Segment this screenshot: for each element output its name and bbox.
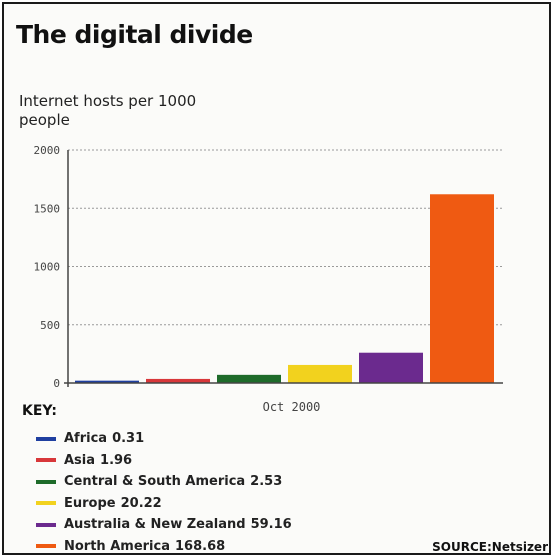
legend-item: Europe 20.22 — [36, 493, 292, 515]
source-credit: SOURCE:Netsizer — [432, 540, 548, 554]
gridlines — [68, 149, 503, 326]
legend-value: 59.16 — [250, 517, 292, 533]
legend-value: 20.22 — [120, 495, 162, 511]
legend-value: 1.96 — [100, 452, 133, 468]
bar-north-america — [430, 194, 494, 383]
legend-swatch — [36, 479, 56, 484]
y-tick-label: 0 — [53, 377, 60, 390]
legend-swatch — [36, 522, 56, 527]
y-axis-label: Internet hosts per 1000 people — [19, 92, 197, 129]
legend: Africa 0.31 Asia 1.96 Central & South Americ… — [36, 428, 292, 557]
bar-africa — [75, 380, 139, 383]
legend-swatch — [36, 436, 56, 441]
legend-label: Europe — [64, 495, 116, 511]
bars — [75, 194, 494, 383]
bar-central-south-america — [217, 374, 281, 383]
legend-label: Africa — [64, 431, 108, 447]
legend-item: Australia & New Zealand 59.16 — [36, 514, 292, 536]
legend-value: 2.53 — [250, 474, 283, 490]
bar-asia — [146, 378, 210, 383]
bar-europe — [288, 364, 352, 383]
chart-title: The digital divide — [16, 20, 253, 49]
legend-label: Central & South America — [64, 474, 246, 490]
legend-item: Africa 0.31 — [36, 428, 292, 450]
legend-swatch — [36, 501, 56, 506]
y-tick-label: 2000 — [34, 144, 61, 157]
legend-item: Central & South America 2.53 — [36, 471, 292, 493]
legend-swatch — [36, 544, 56, 549]
y-tick-label: 1500 — [34, 202, 61, 215]
legend-item: Asia 1.96 — [36, 450, 292, 472]
legend-title: KEY: — [22, 403, 57, 419]
legend-swatch — [36, 458, 56, 463]
legend-value: 168.68 — [175, 538, 226, 554]
y-tick-labels: 2000 1500 1000 500 0 — [34, 144, 61, 390]
legend-label: North America — [64, 538, 170, 554]
bar-australia-new-zealand — [359, 352, 423, 383]
x-tick-label: Oct 2000 — [263, 400, 321, 414]
legend-label: Australia & New Zealand — [64, 517, 246, 533]
legend-label: Asia — [64, 452, 96, 468]
y-tick-label: 1000 — [34, 261, 61, 274]
y-tick-label: 500 — [40, 319, 60, 332]
legend-value: 0.31 — [112, 431, 145, 447]
legend-item: North America 168.68 — [36, 536, 292, 558]
